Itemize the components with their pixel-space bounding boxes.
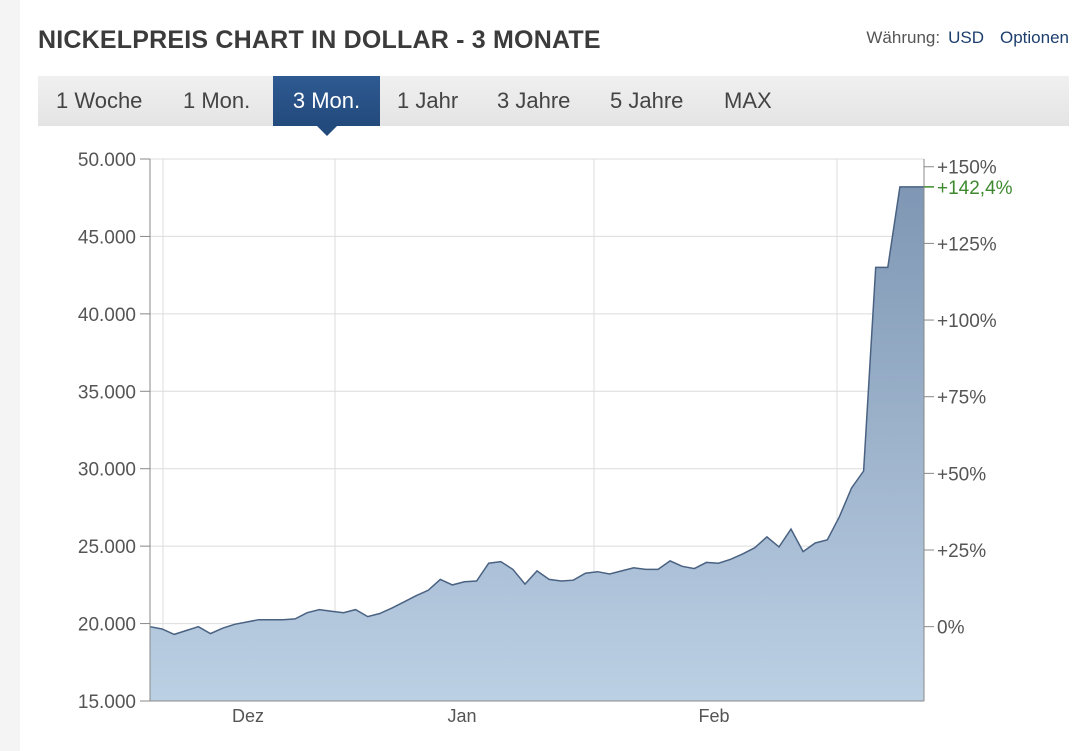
y-tick-label: 25.000 <box>78 537 136 558</box>
y2-tick-label: +125% <box>937 234 997 255</box>
area-fill <box>150 186 924 701</box>
currency-label: Währung: <box>866 28 941 47</box>
current-change-label: +142,4% <box>937 178 1013 199</box>
y-tick-label: 20.000 <box>78 615 136 636</box>
y2-tick-label: +150% <box>937 158 997 179</box>
tab-1-week[interactable]: 1 Woche <box>56 88 143 113</box>
currency-bar: Währung: USD Optionen <box>866 28 1069 48</box>
axes <box>140 158 934 702</box>
y-tick-label: 15.000 <box>78 692 136 713</box>
y-tick-label: 40.000 <box>78 305 136 326</box>
options-link[interactable]: Optionen <box>1000 28 1069 47</box>
tab-5-years[interactable]: 5 Jahre <box>610 88 684 113</box>
tab-1-month[interactable]: 1 Mon. <box>183 88 251 113</box>
tab-3-years[interactable]: 3 Jahre <box>497 88 571 113</box>
y2-tick-label: +75% <box>937 388 986 409</box>
y2-tick-label: +100% <box>937 311 997 332</box>
price-area <box>149 186 924 701</box>
tab-3-months[interactable]: 3 Mon. <box>273 76 380 136</box>
y2-tick-label: 0% <box>937 618 965 639</box>
y-tick-label: 35.000 <box>78 382 136 403</box>
y2-tick-label: +25% <box>937 541 986 562</box>
y-tick-label: 45.000 <box>78 227 136 248</box>
x-tick-label: Feb <box>698 706 729 726</box>
price-line <box>149 186 924 636</box>
currency-select[interactable]: USD <box>948 28 984 47</box>
y2-tick-label: +50% <box>937 464 986 485</box>
tick-labels: 50.000 45.000 40.000 35.000 30.000 25.000 20.0… <box>78 150 1013 726</box>
x-tick-label: Dez <box>232 706 264 726</box>
tab-1-year[interactable]: 1 Jahr <box>397 88 459 113</box>
x-tick-label: Jan <box>447 706 476 726</box>
y-tick-label: 30.000 <box>78 460 136 481</box>
tab-max[interactable]: MAX <box>724 88 772 113</box>
timeframe-tabs: 1 Woche 1 Mon. 3 Mon. 1 Jahr 3 Jahre 5 J… <box>38 76 1069 136</box>
page-title: NICKELPREIS CHART IN DOLLAR - 3 MONATE <box>38 26 601 54</box>
y-tick-label: 50.000 <box>78 150 136 171</box>
